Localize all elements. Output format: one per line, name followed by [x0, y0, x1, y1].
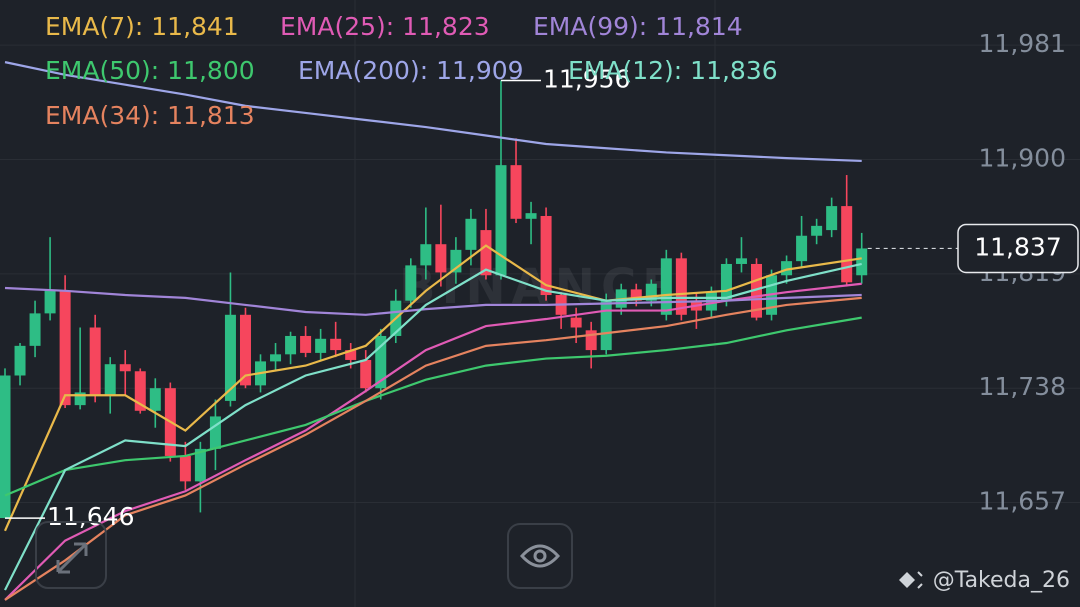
candle-body [330, 338, 342, 351]
candle-body [735, 258, 747, 264]
candle-body [360, 359, 372, 389]
candle-body [465, 218, 477, 250]
candle-body [194, 448, 206, 482]
candle-body [585, 330, 597, 351]
legend-value: 11,841 [151, 12, 239, 41]
candle-body [405, 265, 417, 301]
ema-line [4, 316, 862, 497]
y-tick-label: 11,738 [979, 372, 1066, 401]
candle-body [300, 335, 312, 353]
candle-body [525, 213, 537, 219]
legend-value: 11,823 [402, 12, 490, 41]
candle-body [841, 206, 853, 283]
ema-line [4, 282, 862, 601]
candle-body [435, 244, 447, 273]
legend-name: EMA(99) [533, 12, 655, 41]
legend-entry: EMA(7)11,841 [45, 12, 239, 41]
candle-body [59, 290, 71, 406]
y-tick-label: 11,981 [979, 29, 1066, 58]
credit: @Takeda_26 [933, 568, 1070, 593]
candle-body [420, 244, 432, 266]
candle-body [345, 350, 357, 360]
ema-line [4, 296, 862, 601]
candle-body [856, 248, 868, 276]
candle-body [450, 249, 462, 273]
legend-entry: EMA(99)11,814 [533, 12, 743, 41]
legend-name: EMA(12) [568, 56, 690, 85]
high-label: 11,956 [543, 64, 630, 93]
candle-body [645, 283, 657, 301]
candle-body [540, 215, 552, 296]
candle-body [570, 317, 582, 328]
candle-body [285, 335, 297, 355]
y-tick-label: 11,657 [979, 487, 1066, 516]
candle-body [119, 364, 131, 372]
candle-body [660, 258, 672, 315]
legend-value: 11,909 [436, 56, 524, 85]
candle-body [104, 364, 116, 396]
legend-entry: EMA(50)11,800 [45, 56, 255, 85]
candle-body [29, 313, 41, 346]
current-price-box [957, 223, 1079, 274]
candle-body [270, 354, 282, 362]
ema-line [3, 244, 862, 532]
low-label: 11,646 [47, 502, 134, 531]
ema-line [4, 286, 862, 316]
y-tick-label: 11,900 [979, 144, 1066, 173]
candle-body [315, 338, 327, 353]
candle-body [751, 263, 762, 318]
candle-body [179, 455, 191, 482]
candle-body [375, 335, 387, 389]
candle-body [74, 392, 86, 406]
candle-body [134, 371, 146, 411]
candle-body [630, 289, 642, 301]
candle-body [480, 230, 492, 276]
candle-body [796, 235, 808, 262]
legend-value: 11,814 [655, 12, 743, 41]
legend-value: 11,800 [167, 56, 255, 85]
legend-name: EMA(7) [45, 12, 151, 41]
legend-name: EMA(34) [45, 101, 167, 130]
candle-body [14, 345, 26, 376]
candle-body [826, 206, 838, 231]
candle-body [149, 388, 161, 411]
candle-body [811, 225, 823, 236]
legend-value: 11,836 [690, 56, 778, 85]
current-price-label: 11,837 [974, 232, 1061, 261]
candle-body [209, 416, 221, 449]
legend-value: 11,813 [167, 101, 255, 130]
candle-body [720, 263, 732, 301]
ema-line [4, 61, 862, 163]
candle-body [510, 165, 522, 219]
legend-entry: EMA(12)11,836 [568, 56, 778, 85]
candle-body [89, 327, 101, 396]
candle-body [675, 258, 687, 315]
legend-name: EMA(50) [45, 56, 167, 85]
legend-entry: EMA(34)11,813 [45, 101, 255, 130]
legend-entry: EMA(200)11,909 [298, 56, 524, 85]
legend-name: EMA(25) [280, 12, 402, 41]
candle-body [781, 261, 793, 276]
candle-body [600, 300, 612, 351]
legend-entry: EMA(25)11,823 [280, 12, 490, 41]
candle-body [0, 375, 11, 519]
candle-body [224, 314, 236, 401]
candle-body [44, 290, 56, 314]
ema-line [4, 262, 862, 591]
candle-body [239, 314, 251, 386]
candle-body [495, 165, 507, 276]
legend-name: EMA(200) [298, 56, 436, 85]
